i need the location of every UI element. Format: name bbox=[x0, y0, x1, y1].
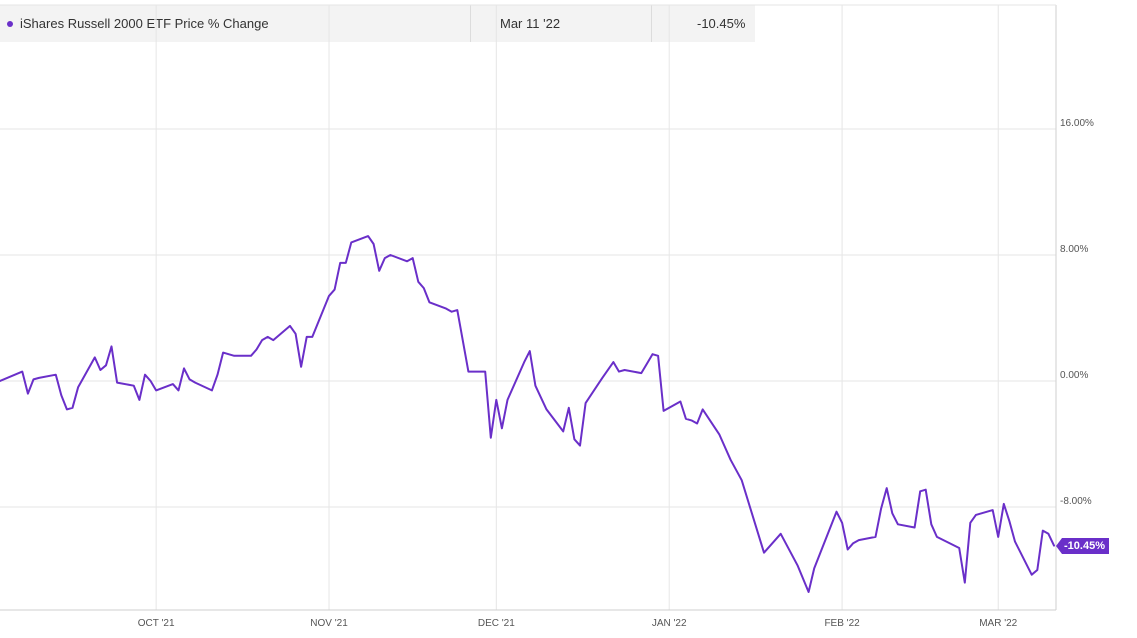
y-tick-label: 8.00% bbox=[1060, 244, 1088, 255]
y-tick-label: 0.00% bbox=[1060, 370, 1088, 381]
x-tick-label: OCT '21 bbox=[138, 618, 175, 629]
last-value-label: -10.45% bbox=[1064, 540, 1105, 552]
y-tick-label: -8.00% bbox=[1060, 496, 1092, 507]
badge-pointer bbox=[1056, 538, 1062, 554]
series-line bbox=[0, 236, 1054, 592]
last-value-badge: -10.45% bbox=[1062, 538, 1109, 554]
x-tick-label: MAR '22 bbox=[979, 618, 1017, 629]
x-tick-label: JAN '22 bbox=[652, 618, 687, 629]
y-tick-label: 16.00% bbox=[1060, 118, 1094, 129]
x-tick-label: FEB '22 bbox=[824, 618, 860, 629]
x-tick-label: DEC '21 bbox=[478, 618, 515, 629]
x-tick-label: NOV '21 bbox=[310, 618, 348, 629]
